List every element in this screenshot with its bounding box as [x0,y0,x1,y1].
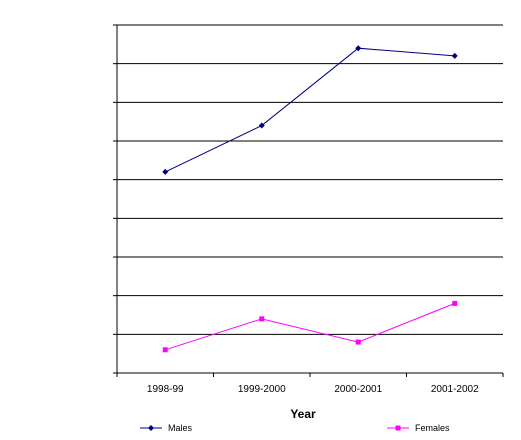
legend-item-males: Males [140,423,193,433]
gridlines [117,24,503,335]
females-line [165,302,455,351]
legend-item-females: Females [387,423,450,433]
x-tick-label: 2001-2002 [431,384,479,395]
males-point [258,122,265,129]
series-group [162,45,458,353]
males-line [165,47,455,173]
males-point [355,45,362,52]
series-females [162,300,458,353]
series-males [162,45,458,175]
x-tick-label: 1998-99 [147,384,184,395]
legend-label: Males [168,423,193,433]
females-point [162,347,168,353]
females-point [452,300,458,306]
legend: Males Females [140,423,450,433]
males-point [162,168,169,175]
x-tick-label: 2000-2001 [334,384,382,395]
x-axis-title: Year [290,407,316,421]
axes [113,24,504,377]
legend-marker [395,425,401,431]
males-point [451,52,458,59]
legend-label: Females [415,423,450,433]
females-point [259,316,265,322]
x-axis-tick-labels: 1998-99 1999-2000 2000-2001 2001-2002 [147,384,479,395]
legend-marker [148,425,154,431]
females-point [355,339,361,345]
x-tick-label: 1999-2000 [238,384,286,395]
